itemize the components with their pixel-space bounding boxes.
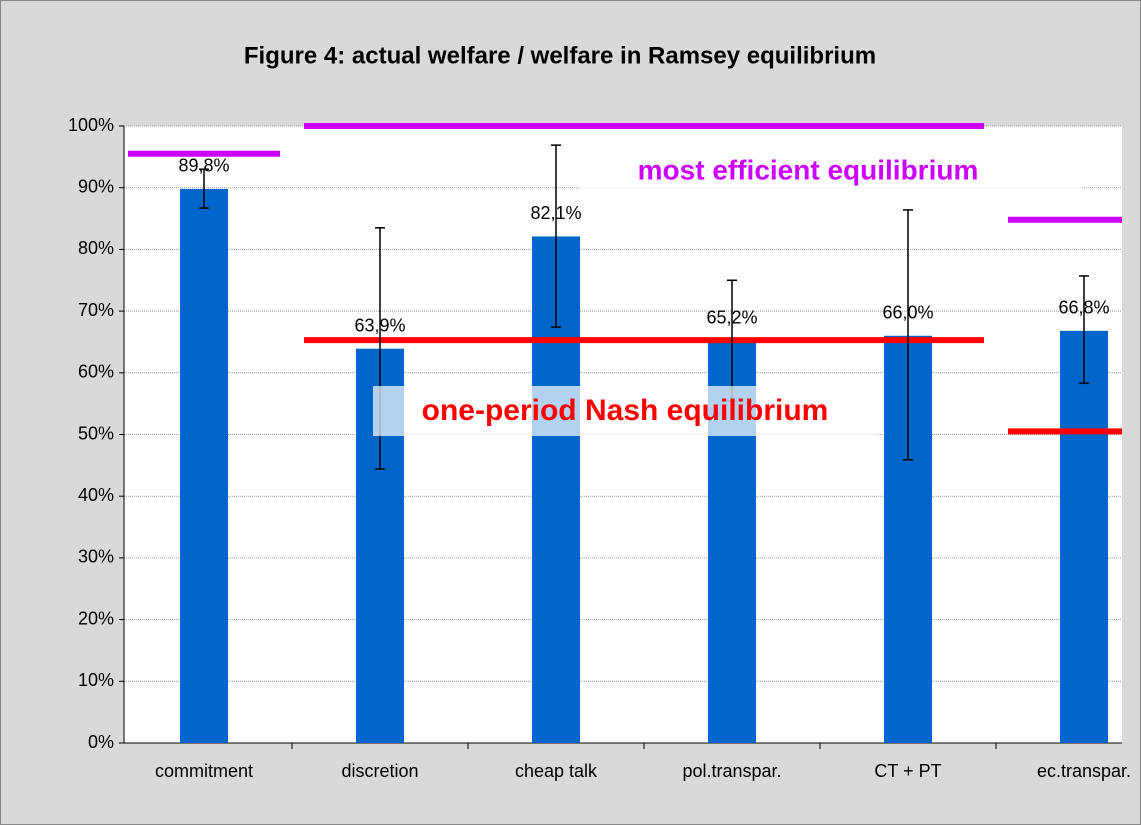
value-label: 65,2% bbox=[706, 307, 757, 327]
annotation: most efficient equilibrium bbox=[638, 154, 979, 185]
x-tick-label: discretion bbox=[341, 761, 418, 781]
annotation: one-period Nash equilibrium bbox=[422, 394, 829, 427]
y-tick-label: 100% bbox=[68, 115, 114, 135]
y-tick-label: 80% bbox=[78, 238, 114, 258]
plot: 89,8% 63,9% 82,1% 65,2% 66,0% 66,8% most effic… bbox=[119, 123, 1122, 749]
annotation-box bbox=[580, 152, 1082, 192]
y-tick-label: 70% bbox=[78, 300, 114, 320]
x-tick-label: cheap talk bbox=[515, 761, 598, 781]
y-tick-label: 30% bbox=[78, 547, 114, 567]
bar bbox=[180, 188, 228, 743]
y-tick-label: 40% bbox=[78, 485, 114, 505]
x-tick-label: pol.transpar. bbox=[682, 761, 781, 781]
value-label: 66,0% bbox=[882, 303, 933, 323]
y-tick-label: 20% bbox=[78, 608, 114, 628]
value-label: 89,8% bbox=[178, 156, 229, 176]
x-tick-label: CT + PT bbox=[874, 761, 941, 781]
x-tick-label: ec.transpar. bbox=[1037, 761, 1131, 781]
x-tick-label: commitment bbox=[155, 761, 253, 781]
y-tick-label: 60% bbox=[78, 362, 114, 382]
y-tick-label: 10% bbox=[78, 670, 114, 690]
value-label: 66,8% bbox=[1058, 298, 1109, 318]
value-label: 63,9% bbox=[354, 315, 405, 335]
annotation-box bbox=[373, 386, 878, 436]
value-label: 82,1% bbox=[530, 203, 581, 223]
y-tick-label: 90% bbox=[78, 176, 114, 196]
y-tick-label: 0% bbox=[88, 732, 114, 752]
bar bbox=[1060, 330, 1108, 743]
chart-title: Figure 4: actual welfare / welfare in Ra… bbox=[244, 42, 876, 69]
y-tick-label: 50% bbox=[78, 423, 114, 443]
